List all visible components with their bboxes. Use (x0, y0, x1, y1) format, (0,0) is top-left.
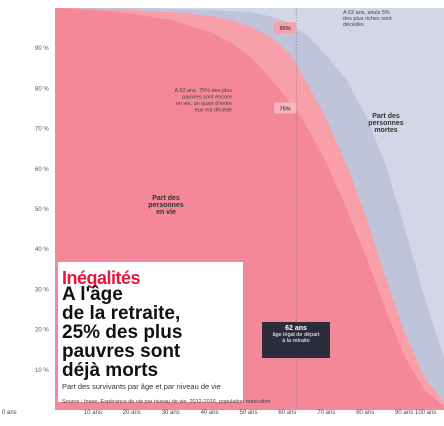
retirement-label-line: âge légal de départ (272, 332, 320, 338)
annotations: 95% 75% A 62 ans, seuls 5%des plus riches … (62, 8, 404, 410)
y-tick-label: 50 % (35, 207, 49, 213)
x-tick-label: 80 ans (356, 410, 374, 416)
poor-annotation-line: en vie, un quart d'entre (176, 101, 232, 107)
title-panel (58, 262, 243, 402)
x-tick-label: 100 ans (415, 410, 436, 416)
chart-subtitle: Part des survivants par âge et par nivea… (62, 382, 221, 391)
poor-annotation-line: eux est décédé (195, 108, 232, 114)
x-tick-label: 0 ans (2, 410, 17, 416)
poor-annotation-line: A 62 ans, 75% des plus (175, 88, 233, 94)
x-axis: 0 ans 10 ans 20 ans 30 ans 40 ans 50 ans 60 an… (2, 410, 436, 416)
y-tick-label: 20 % (35, 328, 49, 334)
chart-areas (55, 8, 444, 410)
alive-label-line: Part des (152, 195, 180, 202)
y-axis: 10 % 20 % 30 % 40 % 50 % 60 % 70 % 80 % 90 % (35, 46, 49, 374)
y-tick-label: 10 % (35, 368, 49, 374)
alive-label-line: en vie (156, 209, 176, 216)
marker-badge (274, 102, 297, 114)
x-tick-label: 30 ans (162, 410, 180, 416)
source-note: Source : Insee, Espérance de vie par niv… (62, 399, 271, 405)
title-line: A l'âge (62, 284, 123, 305)
dead-label-line: mortes (374, 127, 397, 134)
poor-annotation-line: pauvres sont encore (182, 95, 232, 101)
x-tick-label: 60 ans (278, 410, 296, 416)
rich-annotation-line: décédés (343, 22, 364, 28)
marker-label: 75% (280, 107, 291, 113)
x-tick-label: 10 ans (84, 410, 102, 416)
x-tick-label: 90 ans (395, 410, 413, 416)
rich-annotation-line: A 62 ans, seuls 5% (343, 10, 390, 16)
y-tick-label: 80 % (35, 86, 49, 92)
x-tick-label: 50 ans (240, 410, 258, 416)
title-line: 25% des plus (62, 322, 183, 343)
retirement-label-line: à la retraite (282, 338, 310, 344)
dead-label-line: personnes (368, 120, 404, 127)
y-tick-label: 70 % (35, 127, 49, 133)
x-tick-label: 40 ans (201, 410, 219, 416)
dead-label-line: Part des (372, 113, 400, 120)
x-tick-label: 70 ans (317, 410, 335, 416)
y-tick-label: 60 % (35, 167, 49, 173)
x-tick-label: 20 ans (123, 410, 141, 416)
title-line: déjà morts (62, 360, 159, 381)
retirement-age: 62 ans (285, 325, 307, 332)
brand-label: Inégalités (62, 268, 141, 288)
retirement-age-box: 62 ans âge légal de départ à la retraite (262, 322, 330, 358)
title-line: pauvres sont (62, 341, 181, 362)
y-tick-label: 90 % (35, 46, 49, 52)
marker-label: 95% (280, 26, 291, 32)
rich-annotation-line: des plus riches sont (343, 16, 392, 22)
chart-title: A l'âge de la retraite, 25% des plus pau… (62, 285, 242, 380)
title-line: de la retraite, (62, 303, 181, 324)
alive-label-line: personnes (148, 202, 184, 209)
y-tick-label: 40 % (35, 247, 49, 253)
y-tick-label: 30 % (35, 287, 49, 293)
marker-badge (274, 22, 297, 34)
